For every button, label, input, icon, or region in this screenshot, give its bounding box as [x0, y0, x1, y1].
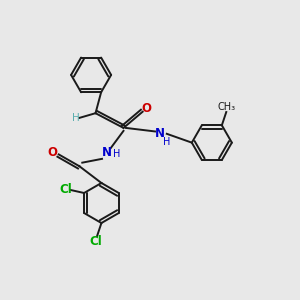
Text: H: H [163, 137, 170, 147]
Text: Cl: Cl [90, 235, 103, 248]
Text: O: O [48, 146, 58, 159]
Text: Cl: Cl [59, 183, 72, 196]
Text: N: N [155, 127, 165, 140]
Text: H: H [72, 113, 80, 124]
Text: CH₃: CH₃ [218, 102, 236, 112]
Text: N: N [102, 146, 112, 159]
Text: H: H [113, 149, 120, 159]
Text: O: O [142, 102, 152, 115]
